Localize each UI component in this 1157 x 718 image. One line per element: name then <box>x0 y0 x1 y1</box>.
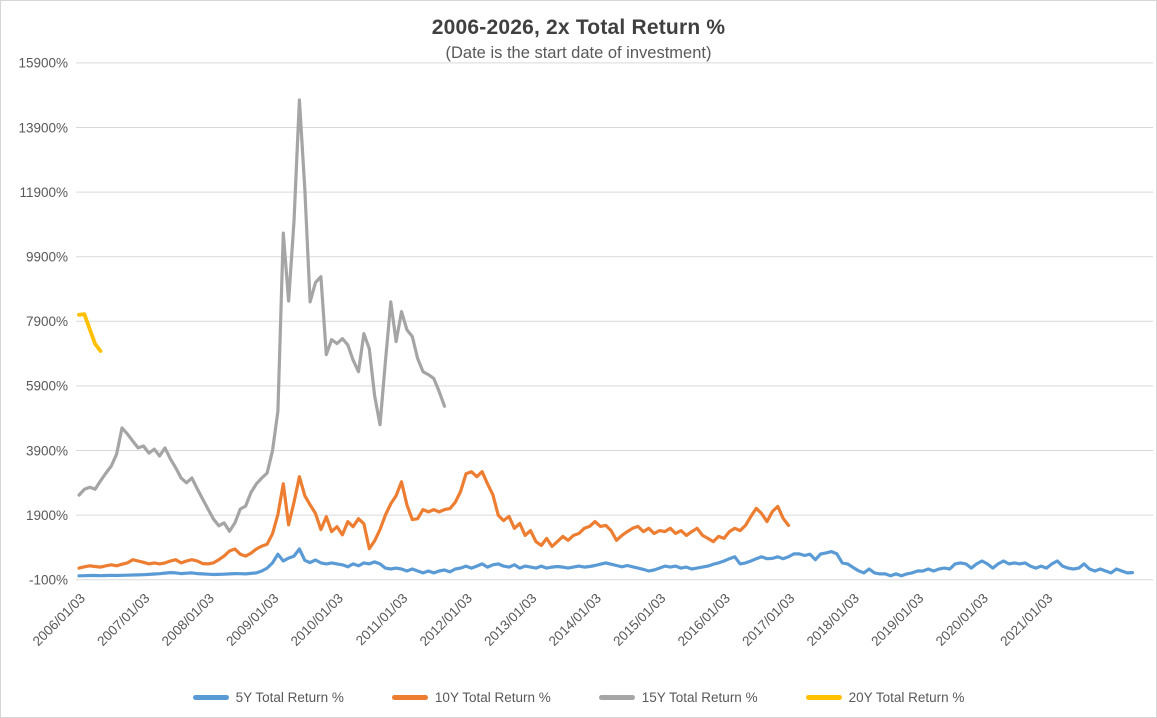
x-axis-label: 2016/01/03 <box>675 591 733 649</box>
legend-swatch-5y-icon <box>192 695 229 700</box>
y-axis-label: -100% <box>29 573 68 588</box>
legend-item-10y[interactable]: 10Y Total Return % <box>391 690 551 705</box>
y-axis-label: 3900% <box>26 443 68 458</box>
x-axis-label: 2017/01/03 <box>739 591 797 649</box>
x-axis-label: 2008/01/03 <box>159 591 217 649</box>
series-line-15y <box>77 98 447 533</box>
x-axis-label: 2009/01/03 <box>223 591 281 649</box>
legend-label-5y: 5Y Total Return % <box>235 690 344 705</box>
x-axis-label: 2021/01/03 <box>997 591 1055 649</box>
y-axis-label: 15900% <box>18 56 68 71</box>
legend: 5Y Total Return % 10Y Total Return % 15Y… <box>1 690 1156 705</box>
x-axis-label: 2012/01/03 <box>417 591 475 649</box>
legend-item-15y[interactable]: 15Y Total Return % <box>598 690 758 705</box>
y-axis-label: 9900% <box>26 250 68 265</box>
legend-item-20y[interactable]: 20Y Total Return % <box>805 690 965 705</box>
x-axis-label: 2020/01/03 <box>933 591 991 649</box>
y-axis-label: 13900% <box>18 120 68 135</box>
series-line-20y <box>77 312 103 353</box>
y-axis-label: 7900% <box>26 314 68 329</box>
x-axis-label: 2019/01/03 <box>868 591 926 649</box>
y-axis-label: 1900% <box>26 508 68 523</box>
legend-swatch-10y-icon <box>391 695 428 700</box>
y-axis-label: 11900% <box>19 185 68 200</box>
series-line-5y <box>77 547 1135 578</box>
legend-label-10y: 10Y Total Return % <box>434 690 551 705</box>
legend-label-15y: 15Y Total Return % <box>641 690 758 705</box>
x-axis-label: 2015/01/03 <box>610 591 668 649</box>
legend-swatch-20y-icon <box>805 695 842 700</box>
series-line-10y <box>77 470 791 570</box>
legend-label-20y: 20Y Total Return % <box>848 690 965 705</box>
x-axis-label: 2018/01/03 <box>804 591 862 649</box>
x-axis-label: 2014/01/03 <box>546 591 604 649</box>
x-axis-label: 2013/01/03 <box>481 591 539 649</box>
x-axis-label: 2011/01/03 <box>353 591 411 649</box>
x-axis-label: 2006/01/03 <box>30 591 88 649</box>
x-axis-label: 2007/01/03 <box>94 591 152 649</box>
y-axis-label: 5900% <box>26 379 68 394</box>
x-axis-label: 2010/01/03 <box>288 591 346 649</box>
legend-swatch-15y-icon <box>598 695 635 700</box>
legend-item-5y[interactable]: 5Y Total Return % <box>192 690 344 705</box>
